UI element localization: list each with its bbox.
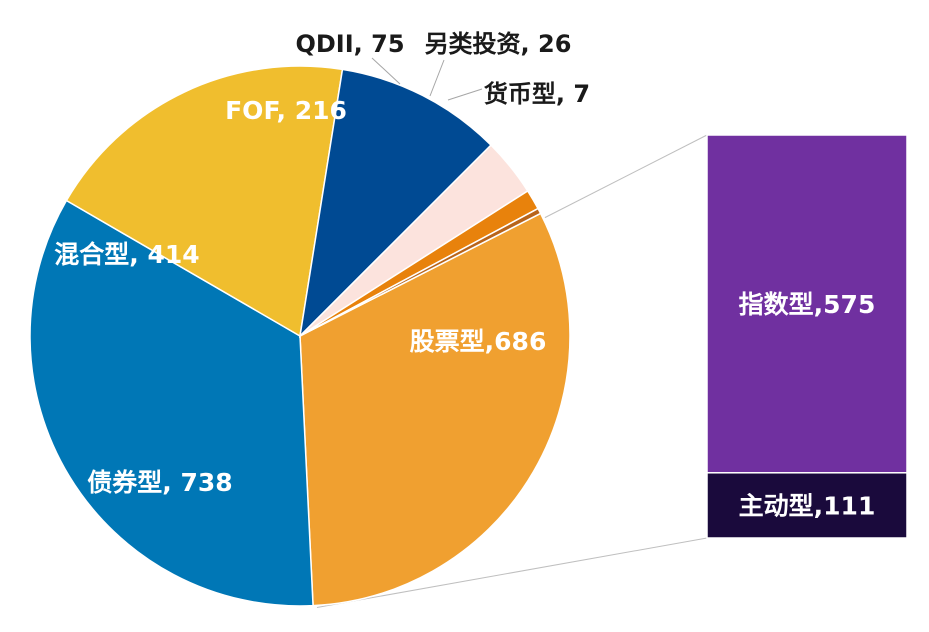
pie-slice-0 [299, 212, 571, 607]
leader-line-6 [447, 88, 483, 101]
slice-label-2: 混合型, 414 [54, 240, 199, 269]
connector-bottom [316, 537, 708, 608]
chart-labels: 股票型,686 债券型, 738 混合型, 414 FOF, 216 QDII, 75 另… [54, 30, 875, 520]
connector-top [544, 134, 708, 219]
leader-line-5 [429, 59, 445, 97]
pie-slice-1 [29, 199, 314, 607]
bar-segment-label-1: 主动型,111 [739, 491, 876, 520]
breakdown-bar [706, 134, 908, 539]
connector-lines [316, 134, 708, 608]
pie-slice-2 [65, 65, 344, 338]
bar-segment-0 [706, 134, 908, 474]
bar-segment-label-0: 指数型,575 [739, 290, 876, 319]
leader-line-4 [371, 57, 401, 85]
pie-slice-3 [298, 68, 493, 339]
bar-segment-1 [706, 472, 908, 539]
pie-slices [29, 65, 571, 607]
slice-label-1: 债券型, 738 [87, 468, 232, 497]
pie-slice-6 [299, 207, 542, 337]
slice-label-4: QDII, 75 [295, 30, 404, 58]
slice-label-5: 另类投资, 26 [425, 30, 572, 58]
slice-label-3: FOF, 216 [225, 96, 347, 125]
slice-label-6: 货币型, 7 [484, 80, 590, 108]
leader-lines [371, 57, 483, 101]
slice-label-0: 股票型,686 [410, 327, 547, 356]
